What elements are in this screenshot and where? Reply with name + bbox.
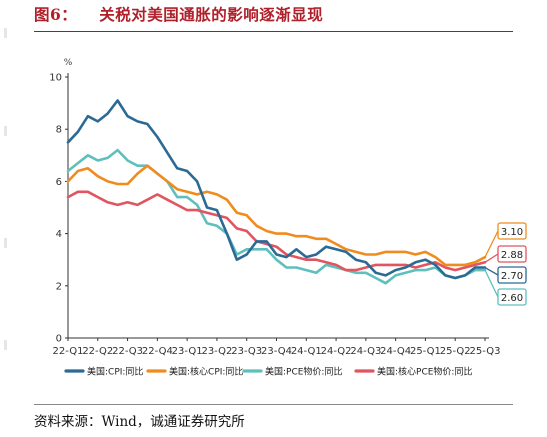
x-tick-label: 22-Q1 bbox=[53, 346, 84, 357]
legend-label: 美国:核心PCE物价:同比 bbox=[377, 366, 472, 378]
end-label-box bbox=[497, 222, 527, 240]
end-label-box bbox=[497, 266, 527, 284]
end-label-leader bbox=[484, 230, 499, 258]
x-tick-label: 22-Q4 bbox=[142, 346, 173, 357]
figure-title: 图6： 关税对美国通胀的影响逐渐显现 bbox=[34, 3, 323, 25]
x-tick-label: 23-Q3 bbox=[231, 346, 262, 357]
end-label-leader bbox=[484, 253, 499, 263]
y-tick-label: 2 bbox=[56, 281, 62, 292]
y-tick-label: 10 bbox=[49, 73, 62, 84]
x-tick-label: 24-Q4 bbox=[380, 346, 411, 357]
y-tick-label: 6 bbox=[56, 177, 62, 188]
end-labels: 3.10 2.88 2.70 2.60 bbox=[484, 222, 527, 306]
figure-title-text: 关税对美国通胀的影响逐渐显现 bbox=[99, 5, 324, 24]
line-chart: %024681022-Q122-Q222-Q322-Q423-Q123-Q223… bbox=[49, 58, 527, 378]
source-note: 资料来源：Wind，诚通证券研究所 bbox=[34, 414, 245, 430]
y-axis-unit: % bbox=[64, 58, 73, 68]
legend-label: 美国:核心CPI:同比 bbox=[169, 366, 243, 378]
series-line bbox=[66, 148, 487, 285]
y-tick-label: 8 bbox=[56, 125, 62, 136]
end-label-value: 2.88 bbox=[501, 250, 523, 261]
chart-axes: %024681022-Q122-Q222-Q322-Q423-Q123-Q223… bbox=[49, 58, 500, 357]
series-line bbox=[66, 164, 487, 267]
y-tick-label: 4 bbox=[56, 229, 62, 240]
margin-mark bbox=[4, 238, 7, 248]
source-rule bbox=[34, 404, 513, 405]
x-tick-label: 24-Q3 bbox=[350, 346, 381, 357]
x-tick-label: 25-Q1 bbox=[410, 346, 441, 357]
title-rule bbox=[34, 31, 513, 32]
y-tick-label: 0 bbox=[56, 334, 62, 345]
series-layer bbox=[66, 99, 487, 285]
end-label-box bbox=[497, 245, 527, 263]
x-tick-label: 25-Q3 bbox=[470, 346, 501, 357]
margin-mark bbox=[4, 340, 7, 350]
x-tick-label: 24-Q1 bbox=[291, 346, 322, 357]
x-tick-label: 22-Q3 bbox=[112, 346, 143, 357]
legend-label: 美国:PCE物价:同比 bbox=[265, 366, 342, 378]
series-line bbox=[66, 99, 487, 280]
x-tick-label: 24-Q2 bbox=[321, 346, 352, 357]
legend-label: 美国:CPI:同比 bbox=[87, 366, 143, 378]
end-label-value: 3.10 bbox=[501, 227, 523, 238]
x-tick-label: 23-Q4 bbox=[261, 346, 292, 357]
end-label-leader bbox=[484, 266, 499, 276]
x-tick-label: 22-Q2 bbox=[82, 346, 113, 357]
x-tick-label: 23-Q1 bbox=[172, 346, 203, 357]
margin-mark bbox=[4, 28, 7, 38]
x-tick-label: 23-Q2 bbox=[201, 346, 232, 357]
x-tick-label: 25-Q2 bbox=[440, 346, 471, 357]
series-line bbox=[66, 190, 487, 272]
end-label-leader bbox=[484, 269, 499, 298]
margin-mark bbox=[4, 126, 7, 136]
end-label-value: 2.60 bbox=[501, 293, 523, 304]
chart-legend: 美国:CPI:同比 美国:核心CPI:同比 美国:PCE物价:同比 美国:核心PCE物… bbox=[64, 366, 472, 378]
figure-label: 图6： bbox=[34, 5, 78, 24]
end-label-box bbox=[497, 288, 527, 306]
end-label-value: 2.70 bbox=[501, 271, 523, 282]
